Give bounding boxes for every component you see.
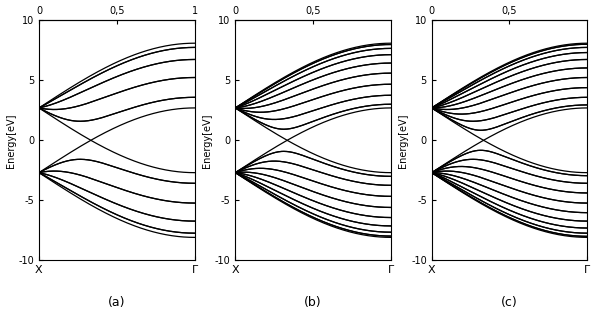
Text: (a): (a) (108, 296, 126, 309)
Y-axis label: Energy[eV]: Energy[eV] (5, 113, 15, 168)
Y-axis label: Energy[eV]: Energy[eV] (202, 113, 212, 168)
Text: (b): (b) (305, 296, 322, 309)
Y-axis label: Energy[eV]: Energy[eV] (398, 113, 408, 168)
Text: (c): (c) (501, 296, 518, 309)
